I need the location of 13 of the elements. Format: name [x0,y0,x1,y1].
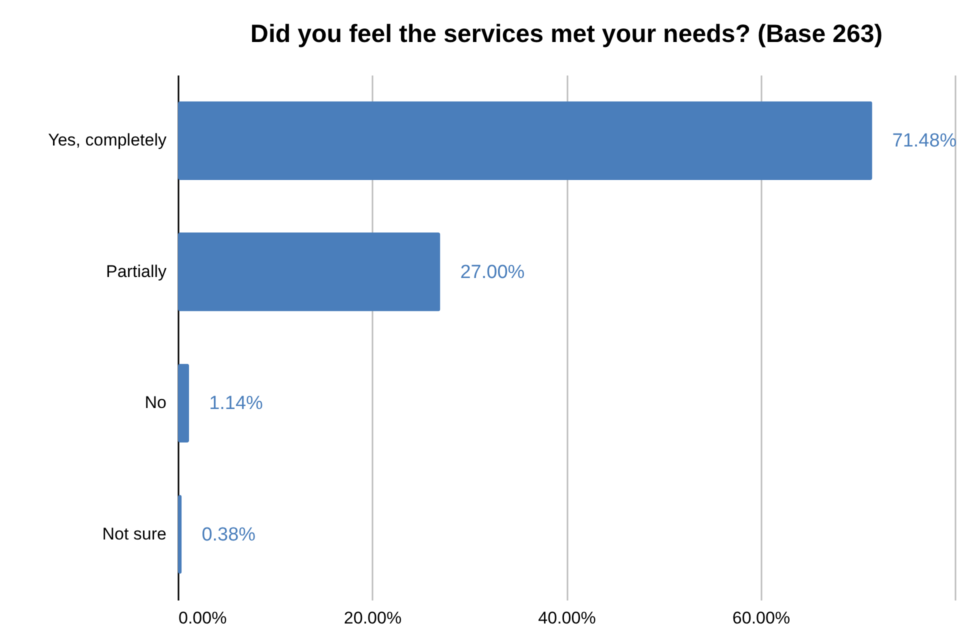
data-label: 0.38% [202,524,256,546]
x-tick-label: 0.00% [178,608,227,628]
x-tick-label: 60.00% [732,608,790,628]
y-tick-label: No [144,393,166,412]
y-tick-label: Not sure [102,524,166,544]
data-label: 71.48% [892,130,957,152]
x-tick-label: 40.00% [538,608,596,628]
y-tick-label: Partially [106,262,167,281]
y-tick-label: Yes, completely [48,130,167,150]
data-label: 1.14% [209,393,264,414]
data-label: 27.00% [460,262,525,283]
x-tick-label: 20.00% [344,608,402,628]
chart-title: Did you feel the services met your needs? (Base 263) [250,20,883,48]
